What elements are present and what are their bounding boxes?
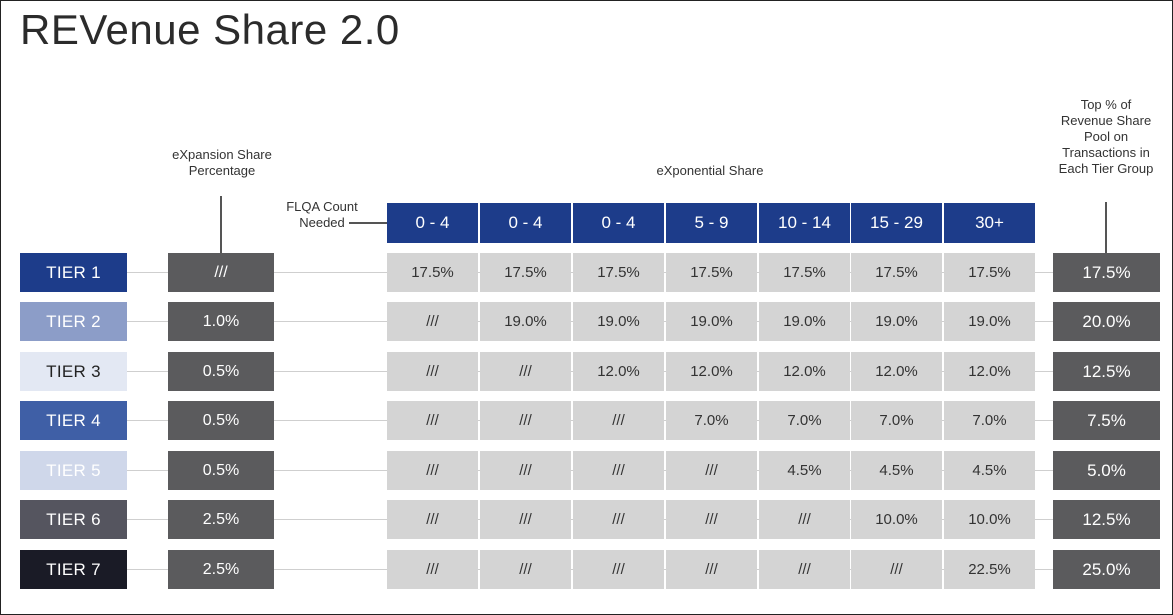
top-percent-connector (1105, 202, 1107, 253)
top-percent-note: Top % of Revenue Share Pool on Transacti… (1058, 97, 1154, 176)
exponential-share-cell: 7.0% (944, 401, 1035, 440)
exponential-share-cell: 7.0% (851, 401, 942, 440)
exponential-share-cell: 7.0% (759, 401, 850, 440)
expansion-share-cell: 0.5% (168, 352, 274, 391)
flqa-connector (349, 222, 387, 224)
exponential-share-cell: /// (573, 451, 664, 490)
flqa-range-header: 0 - 4 (387, 203, 478, 243)
exponential-share-cell: 17.5% (573, 253, 664, 292)
exponential-share-cell: 19.0% (666, 302, 757, 341)
exponential-share-cell: 19.0% (759, 302, 850, 341)
exponential-share-cell: 17.5% (387, 253, 478, 292)
flqa-range-header: 0 - 4 (480, 203, 571, 243)
top-percent-cell: 20.0% (1053, 302, 1160, 341)
exponential-share-cell: 19.0% (944, 302, 1035, 341)
exponential-share-cell: /// (387, 451, 478, 490)
expansion-share-cell: 2.5% (168, 500, 274, 539)
exponential-share-cell: 17.5% (759, 253, 850, 292)
exponential-share-cell: /// (573, 550, 664, 589)
top-percent-cell: 12.5% (1053, 500, 1160, 539)
expansion-share-note: eXpansion Share Percentage (172, 147, 272, 178)
exponential-share-cell: 19.0% (573, 302, 664, 341)
tier-label: TIER 7 (20, 550, 127, 589)
exponential-share-cell: /// (573, 500, 664, 539)
exponential-share-cell: 17.5% (944, 253, 1035, 292)
exponential-share-cell: /// (759, 500, 850, 539)
exponential-share-cell: 4.5% (851, 451, 942, 490)
expansion-share-cell: /// (168, 253, 274, 292)
expansion-share-cell: 0.5% (168, 401, 274, 440)
top-percent-cell: 7.5% (1053, 401, 1160, 440)
top-percent-cell: 25.0% (1053, 550, 1160, 589)
expansion-share-cell: 2.5% (168, 550, 274, 589)
exponential-share-cell: /// (387, 500, 478, 539)
exponential-share-cell: 17.5% (851, 253, 942, 292)
exponential-share-cell: /// (480, 500, 571, 539)
exponential-share-cell: 10.0% (944, 500, 1035, 539)
exponential-share-cell: /// (666, 451, 757, 490)
top-percent-cell: 12.5% (1053, 352, 1160, 391)
exponential-share-cell: /// (387, 302, 478, 341)
exponential-share-cell: 10.0% (851, 500, 942, 539)
flqa-range-header: 30+ (944, 203, 1035, 243)
exponential-share-cell: /// (666, 500, 757, 539)
exponential-share-cell: /// (480, 451, 571, 490)
tier-label: TIER 1 (20, 253, 127, 292)
exponential-share-cell: 12.0% (573, 352, 664, 391)
exponential-share-cell: 22.5% (944, 550, 1035, 589)
exponential-share-cell: 19.0% (480, 302, 571, 341)
exponential-share-cell: 12.0% (851, 352, 942, 391)
tier-label: TIER 3 (20, 352, 127, 391)
tier-label: TIER 5 (20, 451, 127, 490)
flqa-range-header: 15 - 29 (851, 203, 942, 243)
exponential-share-cell: /// (759, 550, 850, 589)
exponential-share-cell: 19.0% (851, 302, 942, 341)
exponential-share-cell: /// (480, 352, 571, 391)
exponential-share-note: eXponential Share (656, 163, 764, 178)
top-percent-cell: 17.5% (1053, 253, 1160, 292)
page-title: REVenue Share 2.0 (20, 6, 400, 53)
exponential-share-cell: 12.0% (759, 352, 850, 391)
flqa-range-header: 10 - 14 (759, 203, 850, 243)
flqa-range-header: 0 - 4 (573, 203, 664, 243)
tier-label: TIER 4 (20, 401, 127, 440)
tier-label: TIER 6 (20, 500, 127, 539)
exponential-share-cell: /// (851, 550, 942, 589)
expansion-connector (220, 196, 222, 253)
exponential-share-cell: /// (480, 401, 571, 440)
exponential-share-cell: /// (387, 352, 478, 391)
exponential-share-cell: /// (666, 550, 757, 589)
expansion-share-cell: 1.0% (168, 302, 274, 341)
exponential-share-cell: 17.5% (666, 253, 757, 292)
exponential-share-cell: 7.0% (666, 401, 757, 440)
tier-label: TIER 2 (20, 302, 127, 341)
exponential-share-cell: /// (480, 550, 571, 589)
exponential-share-cell: 4.5% (759, 451, 850, 490)
exponential-share-cell: /// (387, 401, 478, 440)
exponential-share-cell: /// (573, 401, 664, 440)
flqa-range-header: 5 - 9 (666, 203, 757, 243)
exponential-share-cell: 12.0% (944, 352, 1035, 391)
exponential-share-cell: 12.0% (666, 352, 757, 391)
exponential-share-cell: 17.5% (480, 253, 571, 292)
exponential-share-cell: 4.5% (944, 451, 1035, 490)
expansion-share-cell: 0.5% (168, 451, 274, 490)
exponential-share-cell: /// (387, 550, 478, 589)
top-percent-cell: 5.0% (1053, 451, 1160, 490)
flqa-count-note: FLQA Count Needed (286, 199, 358, 230)
